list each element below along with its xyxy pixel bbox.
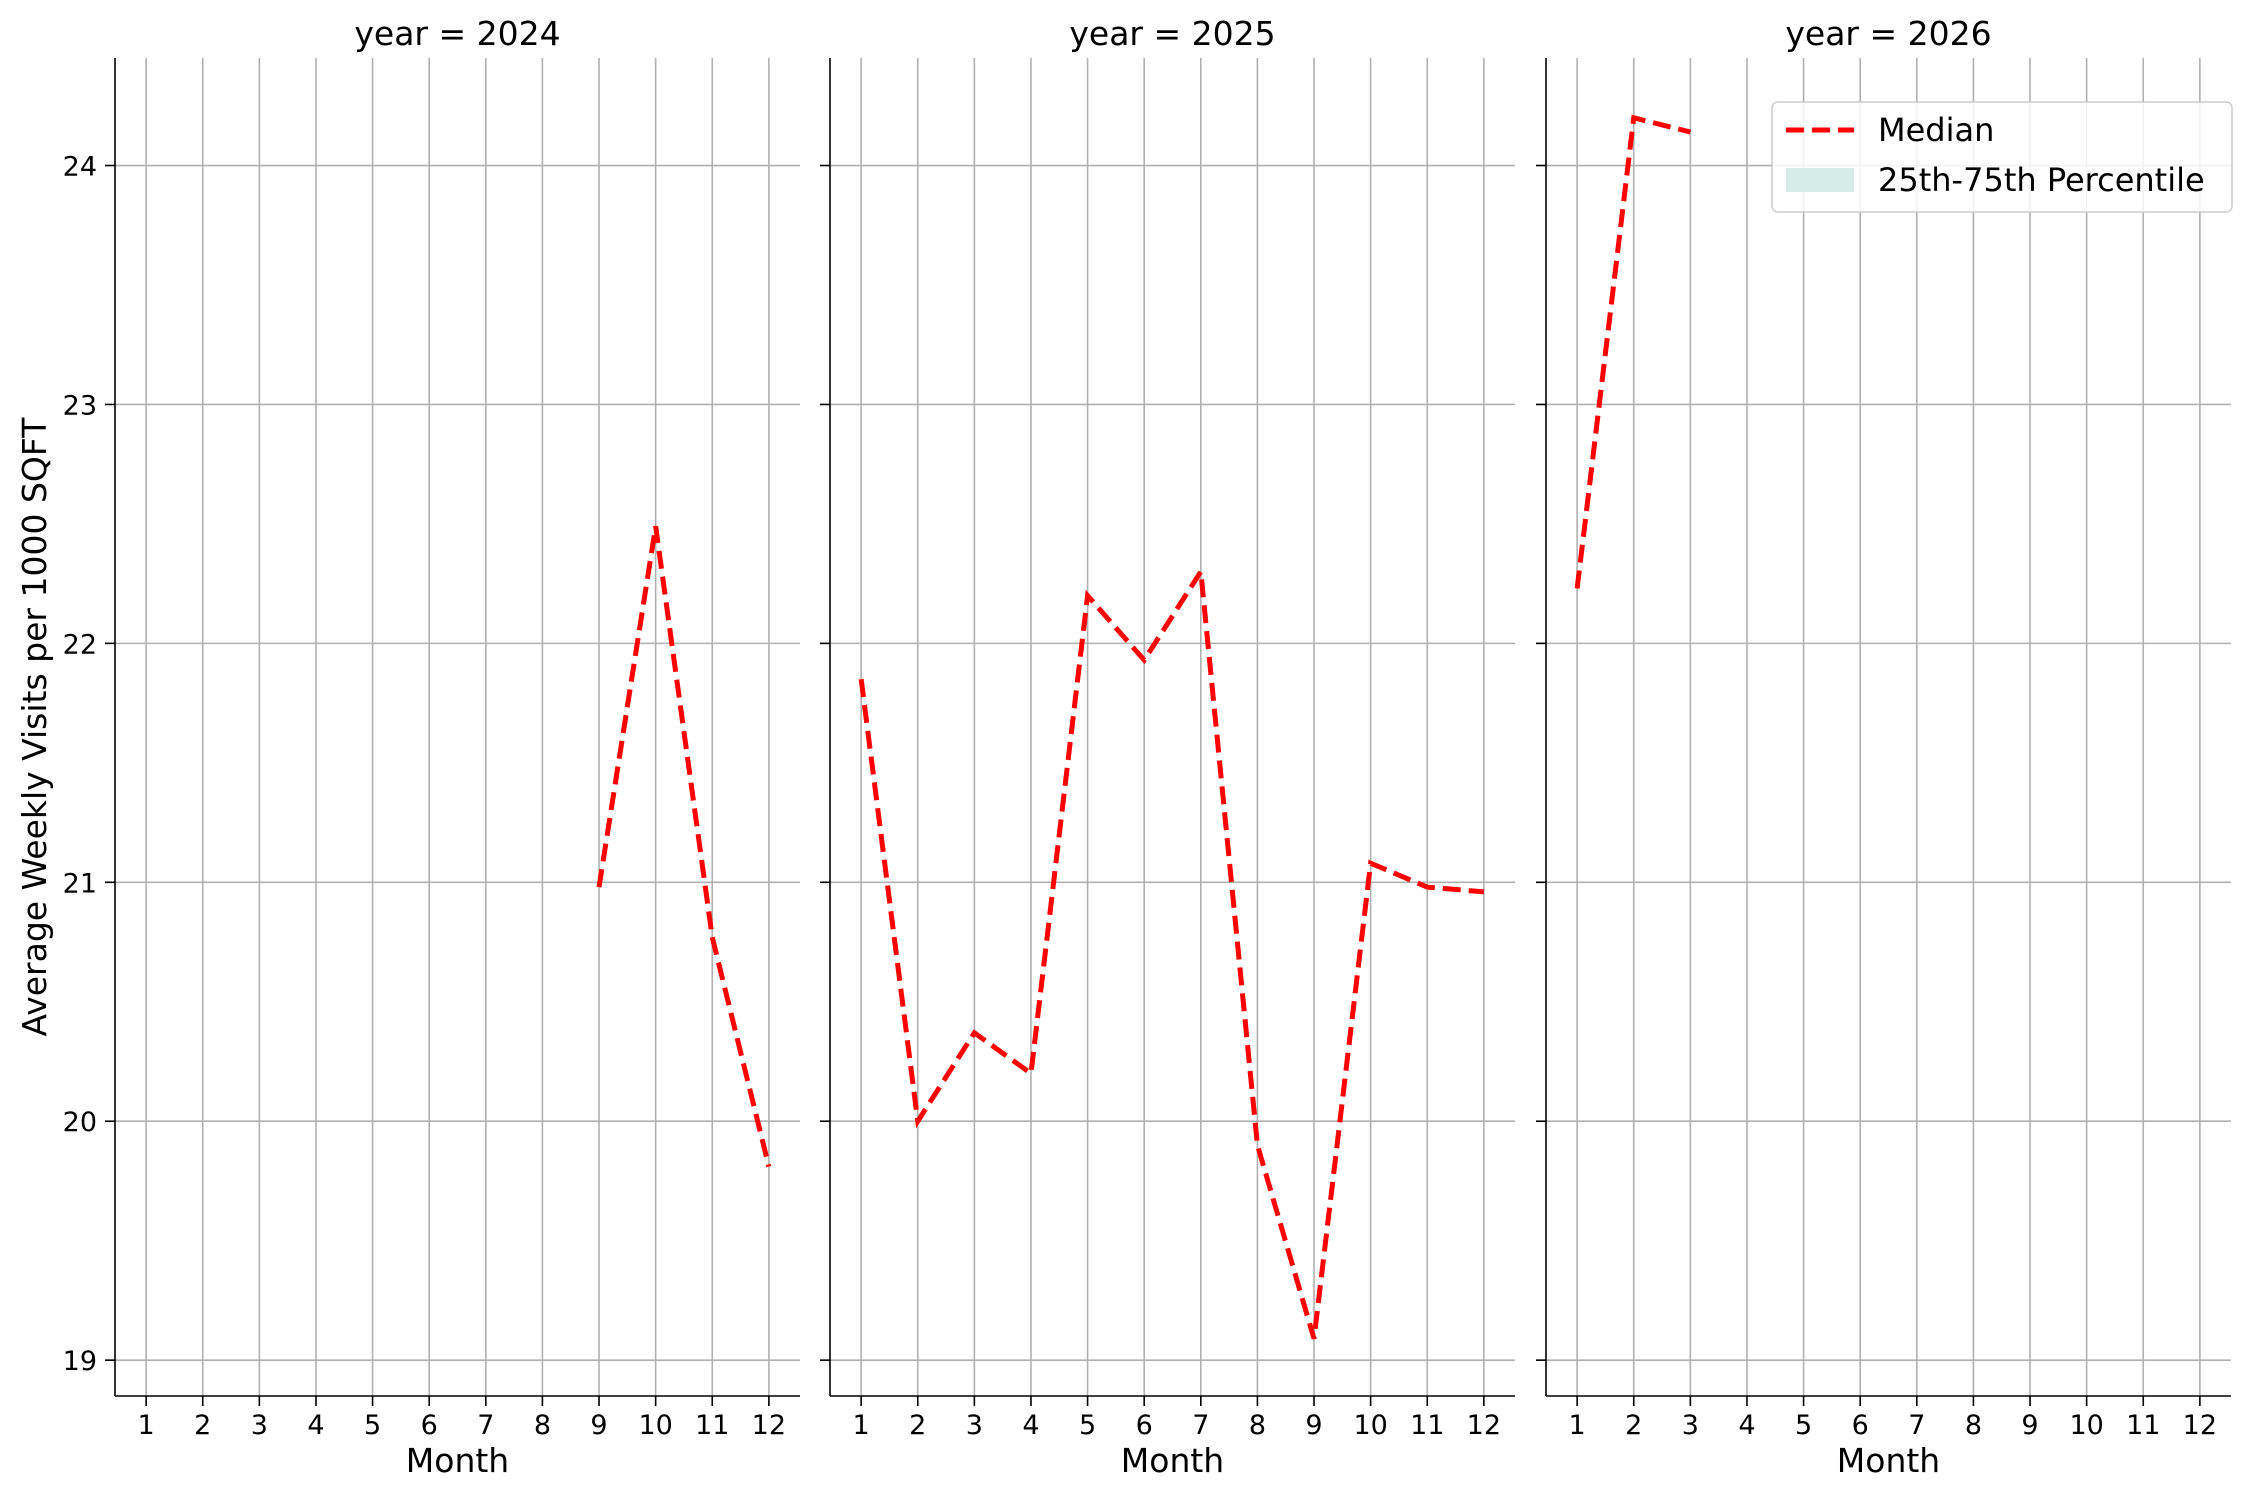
x-tick-label: 8 <box>534 1410 551 1441</box>
y-tick-label: 24 <box>63 152 97 183</box>
x-tick-label: 3 <box>1682 1410 1699 1441</box>
x-axis-label: Month <box>1837 1441 1940 1480</box>
x-tick-label: 8 <box>1965 1410 1982 1441</box>
panel-title: year = 2024 <box>354 14 560 53</box>
x-tick-label: 7 <box>477 1410 494 1441</box>
x-tick-label: 12 <box>1467 1410 1501 1441</box>
x-tick-label: 2 <box>909 1410 926 1441</box>
x-tick-label: 1 <box>1569 1410 1586 1441</box>
x-tick-label: 7 <box>1192 1410 1209 1441</box>
x-tick-label: 2 <box>1625 1410 1642 1441</box>
y-tick-label: 19 <box>63 1346 97 1377</box>
x-tick-label: 4 <box>1022 1410 1039 1441</box>
x-tick-label: 1 <box>138 1410 155 1441</box>
x-tick-label: 2 <box>194 1410 211 1441</box>
x-tick-label: 10 <box>1353 1410 1387 1441</box>
legend-median-label: Median <box>1878 111 1994 149</box>
x-tick-label: 6 <box>421 1410 438 1441</box>
y-tick-label: 21 <box>63 868 97 899</box>
x-tick-label: 11 <box>2126 1410 2160 1441</box>
x-tick-label: 4 <box>1738 1410 1755 1441</box>
x-tick-label: 9 <box>2021 1410 2038 1441</box>
x-tick-label: 7 <box>1908 1410 1925 1441</box>
x-tick-label: 5 <box>1079 1410 1096 1441</box>
x-tick-label: 4 <box>307 1410 324 1441</box>
x-tick-label: 6 <box>1136 1410 1153 1441</box>
x-tick-label: 9 <box>1305 1410 1322 1441</box>
x-tick-label: 6 <box>1852 1410 1869 1441</box>
legend-percentile-swatch <box>1786 168 1854 192</box>
panel-title: year = 2026 <box>1785 14 1991 53</box>
x-tick-label: 5 <box>1795 1410 1812 1441</box>
median-line <box>861 572 1484 1339</box>
legend-percentile-label: 25th-75th Percentile <box>1878 161 2205 199</box>
y-tick-label: 23 <box>63 390 97 421</box>
panel-title: year = 2025 <box>1069 14 1275 53</box>
x-tick-label: 12 <box>752 1410 786 1441</box>
x-axis-label: Month <box>406 1441 509 1480</box>
x-tick-label: 8 <box>1249 1410 1266 1441</box>
median-line <box>599 526 769 1166</box>
x-tick-label: 11 <box>1410 1410 1444 1441</box>
x-tick-label: 12 <box>2183 1410 2217 1441</box>
x-tick-label: 10 <box>638 1410 672 1441</box>
y-tick-label: 22 <box>63 629 97 660</box>
y-axis-label: Average Weekly Visits per 1000 SQFT <box>15 417 54 1037</box>
x-axis-label: Month <box>1121 1441 1224 1480</box>
x-tick-label: 11 <box>695 1410 729 1441</box>
x-tick-label: 1 <box>853 1410 870 1441</box>
x-tick-label: 3 <box>966 1410 983 1441</box>
x-tick-label: 3 <box>251 1410 268 1441</box>
x-tick-label: 10 <box>2069 1410 2103 1441</box>
x-tick-label: 9 <box>590 1410 607 1441</box>
y-tick-label: 20 <box>63 1107 97 1138</box>
x-tick-label: 5 <box>364 1410 381 1441</box>
